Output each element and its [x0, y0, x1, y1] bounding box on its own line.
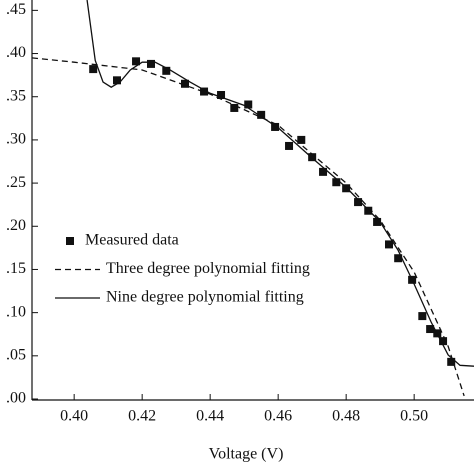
data-point — [230, 103, 239, 112]
data-point — [162, 66, 171, 75]
fit-line — [86, 0, 474, 367]
data-point — [285, 141, 294, 150]
x-axis-label: Voltage (V) — [209, 446, 284, 463]
data-point — [354, 198, 363, 207]
data-point — [332, 178, 341, 187]
x-tick-label: 0.42 — [128, 408, 156, 425]
y-tick-label: .20 — [6, 217, 26, 234]
data-point — [181, 79, 189, 88]
y-tick-label: .45 — [6, 1, 26, 18]
data-point — [147, 59, 155, 68]
data-point — [297, 135, 306, 144]
legend-marker — [66, 237, 74, 245]
data-point — [385, 240, 393, 249]
data-point — [373, 217, 382, 226]
data-point — [418, 312, 427, 321]
data-point — [89, 65, 98, 74]
data-point — [132, 57, 141, 66]
data-point — [244, 100, 253, 109]
x-tick-label: 0.50 — [400, 408, 428, 425]
data-point — [439, 337, 448, 346]
data-point — [217, 91, 226, 99]
fit-line — [31, 57, 465, 397]
x-tick-label: 0.40 — [60, 408, 88, 425]
y-tick-label: .40 — [6, 44, 26, 61]
y-tick-label: .15 — [6, 260, 26, 277]
legend-label: Measured data — [85, 232, 179, 249]
y-tick-label: .35 — [6, 87, 26, 104]
y-tick-label: .30 — [6, 131, 26, 148]
data-point — [319, 167, 328, 176]
data-point — [447, 357, 456, 366]
data-point — [394, 254, 403, 263]
y-tick-label: .25 — [6, 174, 26, 191]
legend-label: Three degree polynomial fitting — [106, 260, 310, 277]
data-point — [200, 87, 209, 96]
x-tick-label: 0.44 — [196, 408, 224, 425]
data-point — [426, 325, 435, 334]
y-tick-label: .05 — [6, 346, 26, 363]
y-tick-label: .00 — [6, 390, 26, 407]
y-tick-label: .10 — [6, 303, 26, 320]
data-point — [271, 122, 280, 131]
legend-label: Nine degree polynomial fitting — [106, 289, 304, 306]
data-point — [257, 110, 266, 119]
x-tick-label: 0.46 — [264, 408, 292, 425]
x-tick-label: 0.48 — [332, 408, 360, 425]
data-point — [113, 76, 121, 85]
